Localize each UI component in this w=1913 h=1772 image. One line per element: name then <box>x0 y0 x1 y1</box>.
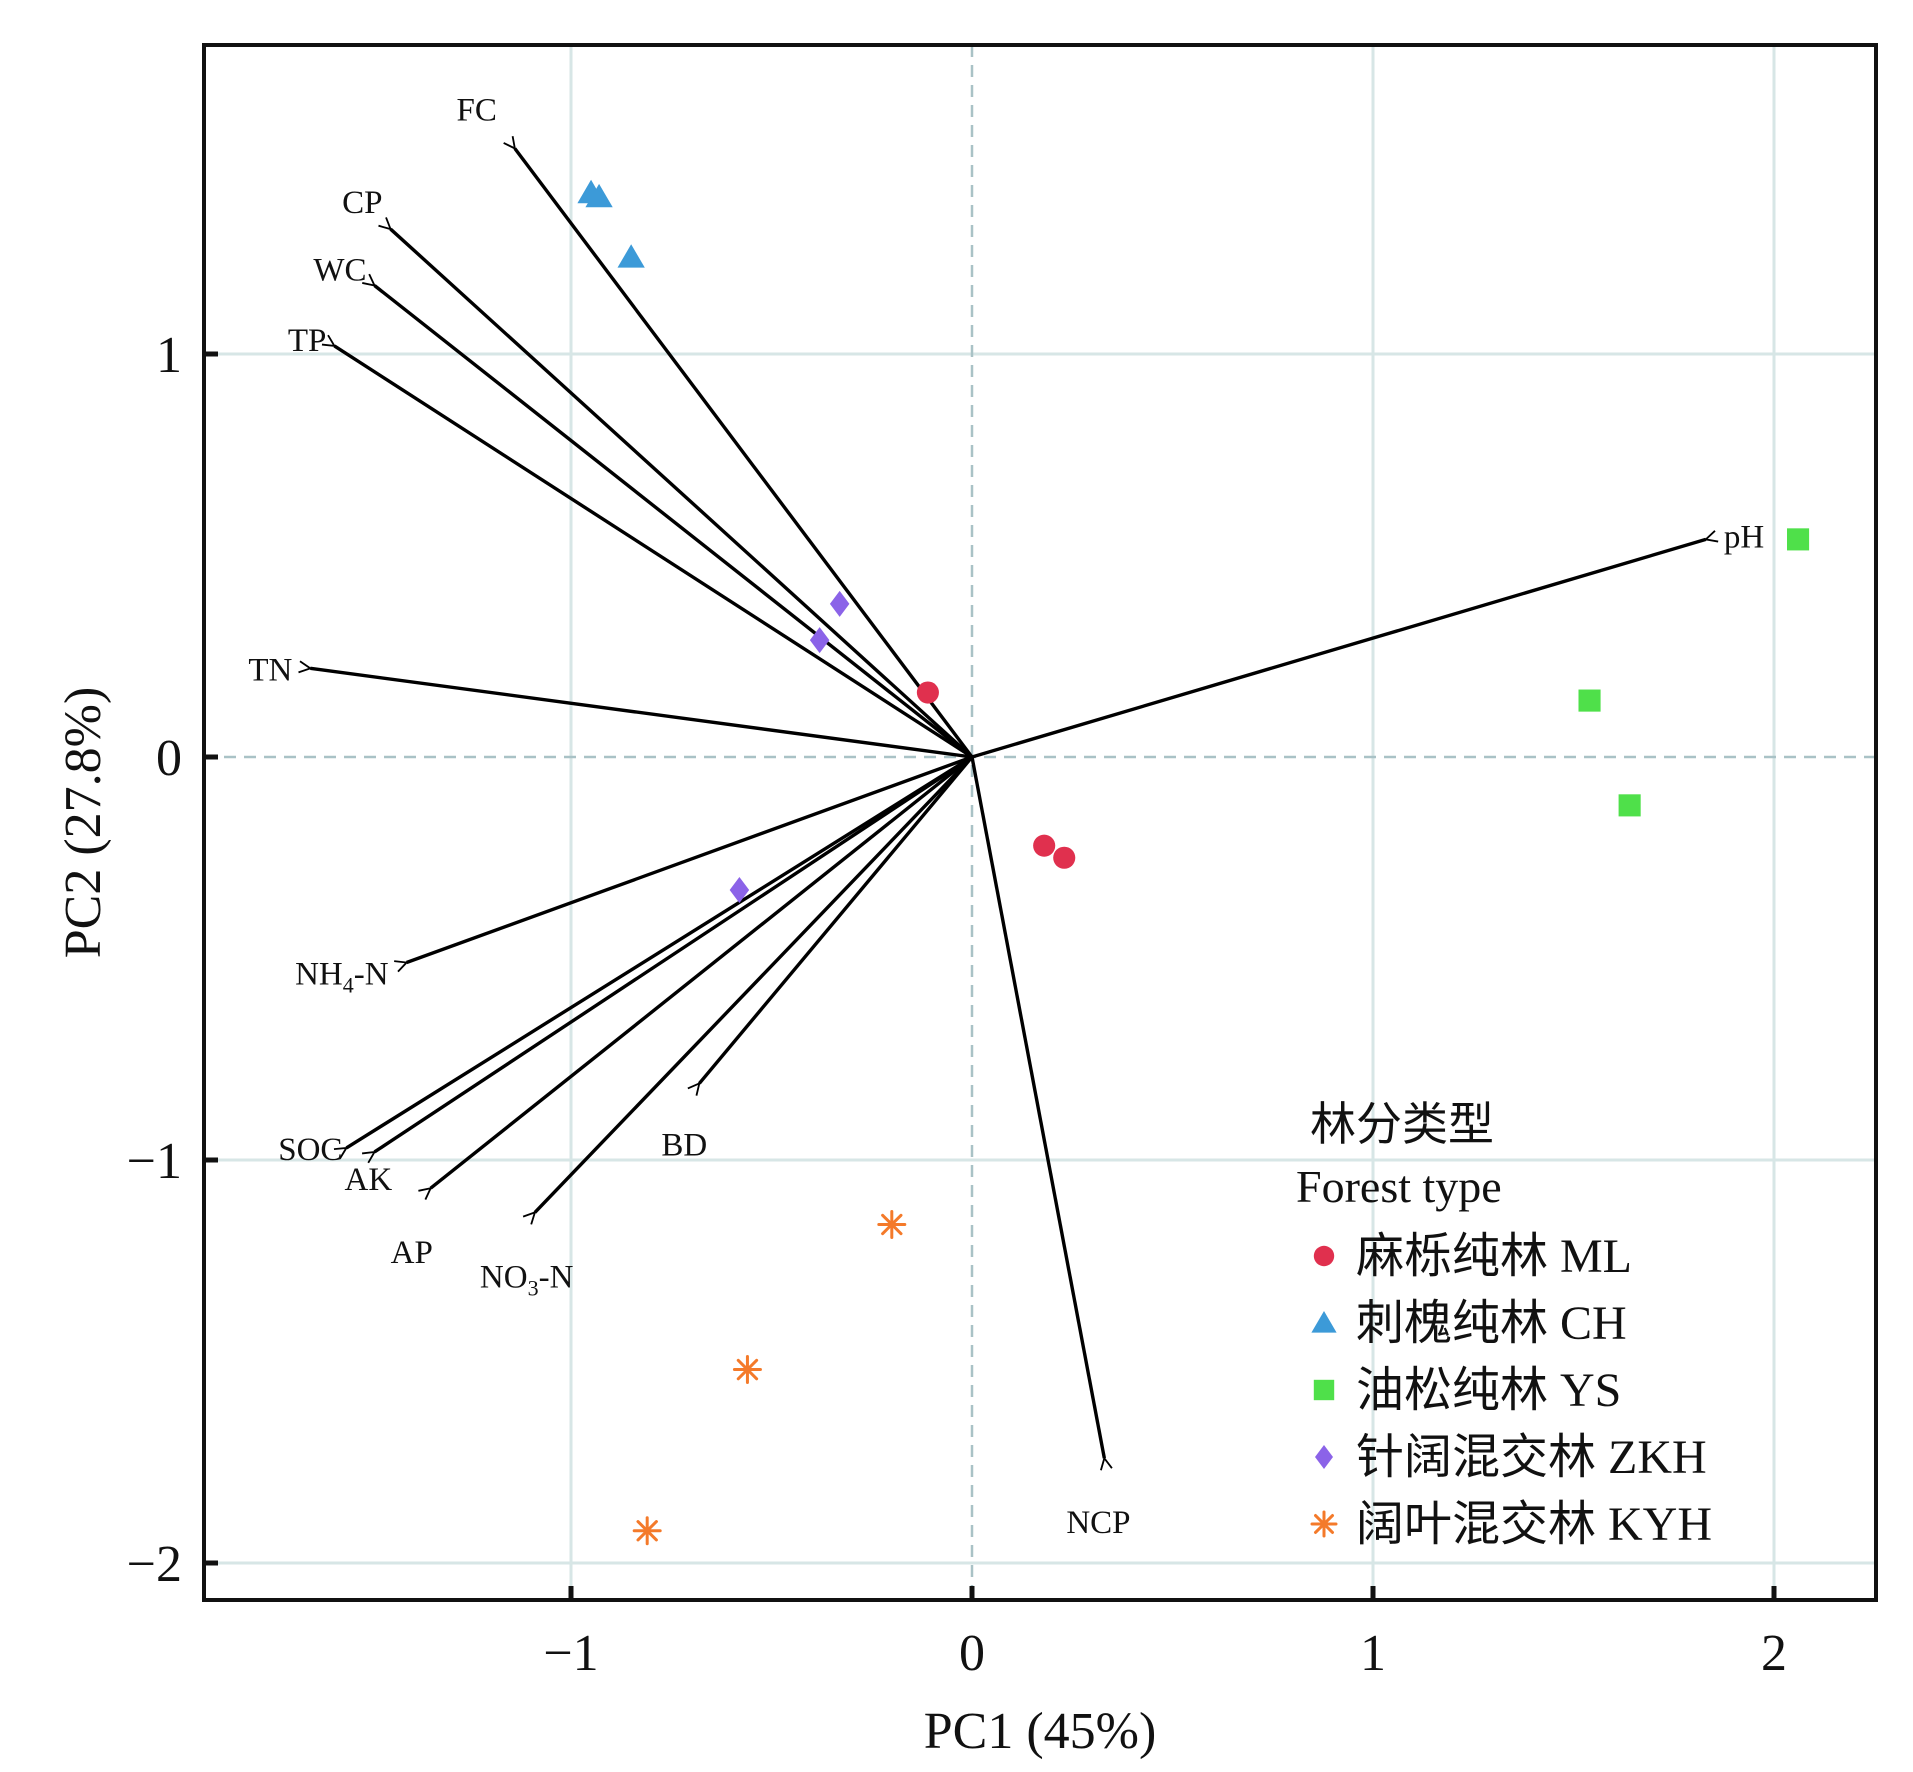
y-tick-label: 0 <box>156 730 182 787</box>
point-ml <box>916 681 939 704</box>
loading-label-no3-n: NO3-N <box>480 1259 574 1300</box>
loading-label-wc: WC <box>313 252 366 288</box>
legend-label-ch: 刺槐纯林 CH <box>1356 1297 1627 1350</box>
legend-label-kyh: 阔叶混交林 KYH <box>1356 1498 1712 1551</box>
point-zkh <box>809 627 830 654</box>
legend-marker-zkh <box>1315 1445 1333 1469</box>
legend-item-ml: 麻栎纯林 ML <box>1313 1230 1632 1283</box>
sample-points <box>577 179 1810 1546</box>
loading-label-ak: AK <box>345 1162 393 1198</box>
legend: 林分类型 Forest type 麻栎纯林 ML 刺槐纯林 CH 油松纯林 YS 针阔… <box>1296 1099 1712 1551</box>
loading-label-nh4-n: NH4-N <box>295 957 389 998</box>
plot-frame <box>202 43 1878 1602</box>
loading-arrow-no3-n <box>535 755 974 1212</box>
loading-label-fc: FC <box>456 92 496 128</box>
point-ml <box>1053 846 1076 869</box>
legend-title-cn: 林分类型 <box>1310 1099 1494 1150</box>
legend-label-ys: 油松纯林 YS <box>1356 1364 1621 1417</box>
loading-arrow-tp <box>334 346 973 759</box>
point-ch <box>617 244 645 268</box>
point-ys <box>1618 794 1641 817</box>
point-ys <box>1787 528 1810 551</box>
y-tick-label: −2 <box>127 1536 182 1593</box>
point-kyh <box>877 1209 907 1239</box>
loading-arrow-ph <box>971 539 1706 759</box>
legend-items: 麻栎纯林 ML 刺槐纯林 CH 油松纯林 YS 针阔混交林 ZKH 阔叶混交林 KYH <box>1310 1230 1712 1551</box>
legend-marker-kyh <box>1310 1510 1338 1538</box>
loading-arrow-soc <box>346 755 973 1148</box>
zero-lines <box>204 45 1876 1600</box>
legend-item-kyh: 阔叶混交林 KYH <box>1310 1498 1712 1551</box>
point-zkh <box>729 876 750 903</box>
legend-item-ch: 刺槐纯林 CH <box>1311 1297 1627 1350</box>
point-kyh <box>732 1355 762 1385</box>
loading-arrows <box>310 148 1705 1458</box>
point-zkh <box>829 590 850 617</box>
loading-label-tn: TN <box>248 652 292 688</box>
loading-arrow-bd <box>699 755 974 1083</box>
loading-label-ph: pH <box>1724 519 1764 555</box>
loading-arrow-nh4-n <box>407 755 973 963</box>
x-axis-title: PC1 (45%) <box>924 1703 1157 1760</box>
legend-title-en: Forest type <box>1296 1161 1502 1212</box>
legend-label-ml: 麻栎纯林 ML <box>1356 1230 1632 1283</box>
legend-item-ys: 油松纯林 YS <box>1313 1364 1621 1417</box>
x-tick-label: 2 <box>1761 1625 1787 1682</box>
point-ch <box>585 183 613 208</box>
legend-item-zkh: 针阔混交林 ZKH <box>1315 1431 1707 1484</box>
x-tick-label: 0 <box>959 1625 985 1682</box>
y-tick-label: 1 <box>156 327 182 384</box>
x-tick-label: 1 <box>1360 1625 1386 1682</box>
loading-label-soc: SOC <box>278 1132 342 1168</box>
y-axis-title: PC2 (27.8%) <box>55 687 112 959</box>
axis-ticks: −1 0 1 2 −2 −1 0 1 <box>127 327 1787 1682</box>
loading-arrow-ap <box>431 755 974 1188</box>
legend-marker-ml <box>1313 1245 1335 1267</box>
loading-arrow-ak <box>375 755 973 1152</box>
grid <box>204 45 1876 1600</box>
loading-label-ap: AP <box>391 1235 433 1271</box>
loading-arrow-fc <box>515 148 974 759</box>
loading-arrow-ncp <box>970 756 1104 1458</box>
loading-arrow-wc <box>375 285 974 759</box>
point-ys <box>1578 689 1601 712</box>
loading-label-bd: BD <box>661 1127 707 1163</box>
x-tick-label: −1 <box>543 1625 598 1682</box>
loading-arrow-cp <box>391 229 974 759</box>
loading-arrow-tn <box>310 668 973 759</box>
y-tick-label: −1 <box>127 1133 182 1190</box>
legend-marker-ys <box>1313 1379 1335 1401</box>
legend-marker-ch <box>1311 1311 1337 1333</box>
loading-label-ncp: NCP <box>1066 1505 1130 1541</box>
loading-label-cp: CP <box>342 185 382 221</box>
point-ml <box>1033 834 1056 857</box>
point-kyh <box>632 1516 662 1546</box>
legend-label-zkh: 针阔混交林 ZKH <box>1356 1431 1707 1484</box>
loading-label-tp: TP <box>288 323 327 359</box>
